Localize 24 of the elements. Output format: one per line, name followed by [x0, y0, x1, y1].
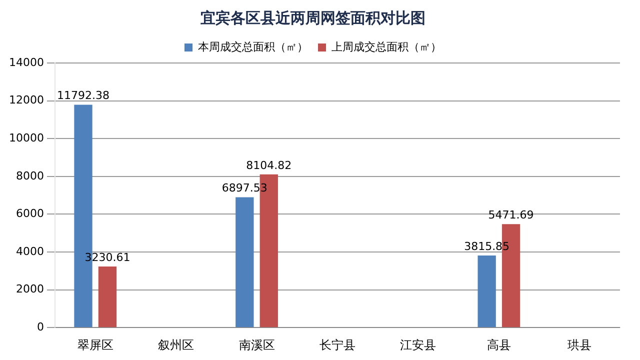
- x-tick-label: 江安县: [400, 338, 436, 352]
- bar: [98, 266, 117, 328]
- y-tick-label: 8000: [16, 169, 44, 182]
- bar: [236, 197, 254, 328]
- y-tick-label: 0: [36, 320, 44, 334]
- x-tick-label: 长宁县: [319, 338, 356, 352]
- data-label: 8104.82: [246, 158, 292, 172]
- data-label: 11792.38: [56, 89, 110, 102]
- y-tick-label: 2000: [16, 282, 44, 296]
- legend-label: 本周成交总面积（㎡）: [198, 40, 308, 54]
- x-tick-label: 叙州区: [158, 338, 194, 352]
- data-label: 5471.69: [488, 208, 534, 222]
- legend-label: 上周成交总面积（㎡）: [332, 40, 442, 54]
- bar: [478, 255, 496, 328]
- y-tick-label: 12000: [8, 94, 44, 107]
- y-tick-label: 6000: [16, 207, 44, 220]
- y-tick-label: 10000: [8, 131, 44, 144]
- y-tick-label: 4000: [16, 244, 44, 258]
- x-tick-label: 高县: [486, 338, 511, 352]
- y-tick-label: 14000: [8, 56, 44, 69]
- chart-title: 宜宾各区县近两周网签面积对比图: [200, 8, 426, 27]
- x-tick-label: 翠屏区: [77, 338, 114, 352]
- x-tick-label: 南溪区: [238, 338, 275, 352]
- x-tick-label: 珙县: [568, 338, 592, 352]
